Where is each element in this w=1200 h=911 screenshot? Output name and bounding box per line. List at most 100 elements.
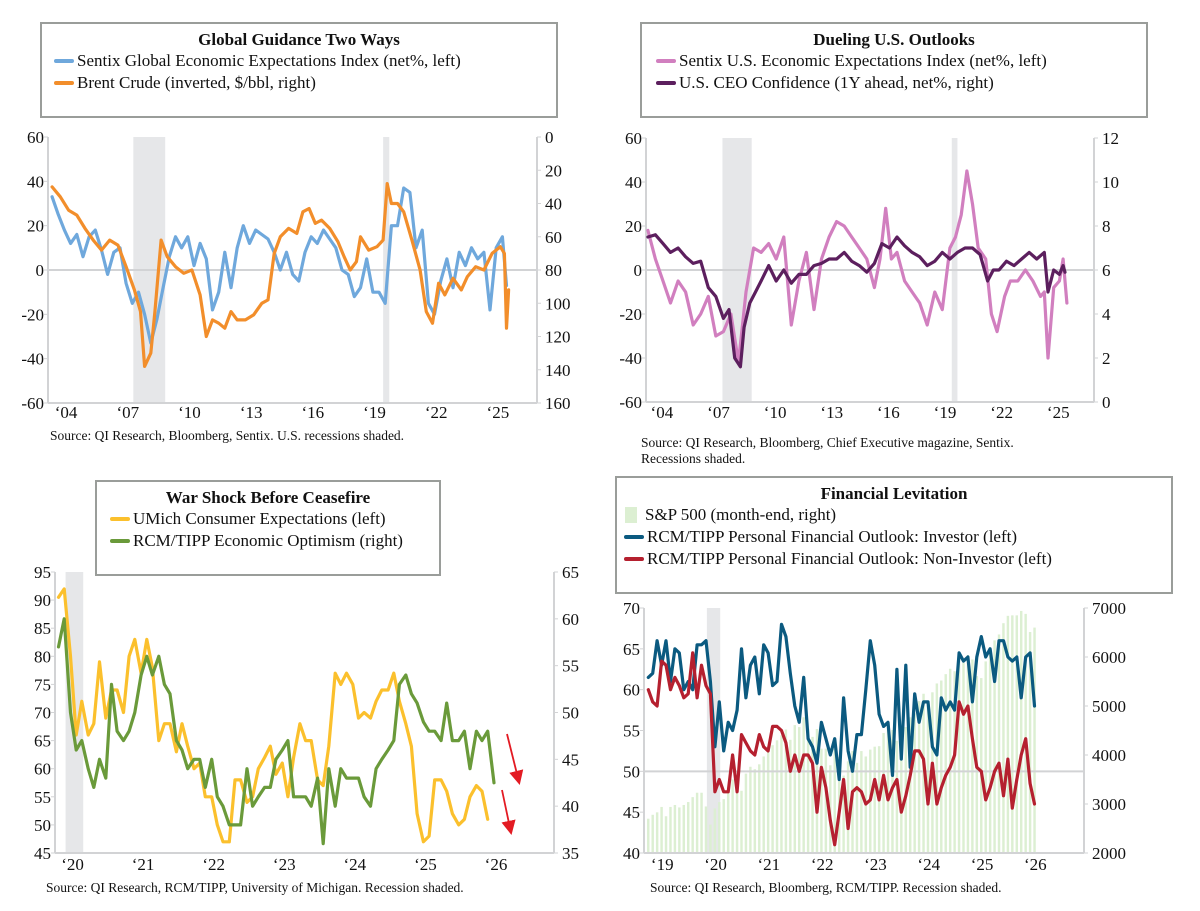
left-tick-label: 0 xyxy=(634,261,643,280)
series-line xyxy=(56,587,490,844)
legend-item: RCM/TIPP Economic Optimism (right) xyxy=(110,530,439,552)
x-tick-label: ‘10 xyxy=(178,403,201,422)
chart-p4: 70 65 60 55 50 45 40 7000 6000 5000 4000 3000 2000 ‘1… xyxy=(623,599,1126,874)
sp500-bar xyxy=(824,748,828,853)
right-tick-label: 7000 xyxy=(1092,599,1126,618)
series-line xyxy=(56,617,496,846)
source-note: Source: QI Research, RCM/TIPP, Universit… xyxy=(46,880,464,895)
sp500-bar xyxy=(993,640,996,853)
left-tick-label: 40 xyxy=(27,172,44,191)
sp500-bar xyxy=(691,797,694,853)
sp500-bar xyxy=(917,701,921,853)
x-tick-label: ‘20 xyxy=(704,855,727,874)
series-line xyxy=(646,233,1067,369)
left-tick-label: 60 xyxy=(623,681,640,700)
sp500-bar xyxy=(762,756,765,853)
left-tick-label: 60 xyxy=(625,129,642,148)
sp500-bar xyxy=(860,751,863,853)
sp500-bar xyxy=(660,806,663,853)
chart-title: War Shock Before Ceasefire xyxy=(165,488,371,507)
sp500-bar xyxy=(673,804,677,853)
sp500-bar xyxy=(780,735,783,853)
sp500-bar xyxy=(713,808,717,853)
left-tick-label: 90 xyxy=(34,591,51,610)
sp500-bar xyxy=(895,740,899,853)
chart-p3: 95 90 85 80 75 70 65 60 55 50 45 65 60 55 50 45 40 35 ‘20 ‘… xyxy=(34,563,579,874)
x-tick-label: ‘22 xyxy=(425,403,448,422)
left-tick-label: 50 xyxy=(34,816,51,835)
sp500-bar xyxy=(722,799,725,853)
sp500-bar xyxy=(735,786,739,853)
sp500-bar xyxy=(753,769,757,853)
left-tick-label: 50 xyxy=(623,762,640,781)
sp500-bar xyxy=(948,668,952,853)
sp500-bar xyxy=(1024,613,1027,853)
sp500-bar xyxy=(1006,615,1010,853)
sp500-bar xyxy=(900,745,903,853)
x-tick-label: ‘07 xyxy=(116,403,139,422)
sp500-bar xyxy=(926,704,930,853)
down-arrow-icon xyxy=(506,733,524,785)
right-tick-label: 60 xyxy=(545,228,562,247)
legend-p1: Global Guidance Two Ways Sentix Global E… xyxy=(40,22,558,118)
bar-swatch-icon xyxy=(625,507,637,523)
legend-item: RCM/TIPP Personal Financial Outlook: Inv… xyxy=(624,526,1171,548)
right-tick-label: 3000 xyxy=(1092,795,1126,814)
sp500-bar xyxy=(731,779,734,853)
right-tick-label: 10 xyxy=(1102,173,1119,192)
series-line xyxy=(646,651,1037,847)
sp500-bar xyxy=(971,659,974,853)
right-tick-label: 4000 xyxy=(1092,746,1126,765)
x-tick-label: ‘25 xyxy=(971,855,994,874)
sp500-bar xyxy=(758,764,761,853)
x-tick-label: ‘19 xyxy=(651,855,674,874)
sp500-bar xyxy=(740,790,743,853)
legend-item: S&P 500 (month-end, right) xyxy=(619,504,1171,526)
sp500-bar xyxy=(988,647,992,853)
right-tick-label: 5000 xyxy=(1092,697,1126,716)
line-swatch-icon xyxy=(54,59,74,63)
x-tick-label: ‘22 xyxy=(990,403,1013,422)
legend-p4: Financial Levitation S&P 500 (month-end,… xyxy=(615,476,1173,594)
sp500-bar xyxy=(678,807,681,853)
left-tick-label: -60 xyxy=(619,393,642,412)
right-tick-label: 35 xyxy=(562,844,579,863)
left-tick-label: -60 xyxy=(21,394,44,413)
right-tick-label: 6000 xyxy=(1092,648,1126,667)
x-tick-label: ‘24 xyxy=(917,855,940,874)
left-tick-label: -40 xyxy=(21,350,44,369)
right-tick-label: 12 xyxy=(1102,129,1119,148)
sp500-bar xyxy=(980,678,983,853)
x-tick-label: ‘25 xyxy=(1047,403,1070,422)
sp500-bar xyxy=(962,662,965,853)
legend-label: Sentix Global Economic Expectations Inde… xyxy=(77,51,461,70)
left-tick-label: 45 xyxy=(34,844,51,863)
sp500-bar xyxy=(695,792,699,853)
line-swatch-icon xyxy=(656,81,676,85)
sp500-bar xyxy=(647,818,650,853)
right-tick-label: 55 xyxy=(562,657,579,676)
source-note: Source: QI Research, Bloomberg, Sentix. … xyxy=(50,428,405,443)
left-tick-label: 80 xyxy=(34,647,51,666)
line-swatch-icon xyxy=(54,81,74,85)
x-tick-label: ‘13 xyxy=(820,403,843,422)
left-tick-label: 75 xyxy=(34,675,51,694)
sp500-bar xyxy=(775,740,779,853)
x-tick-label: ‘10 xyxy=(764,403,787,422)
legend-label: RCM/TIPP Personal Financial Outlook: Non… xyxy=(647,549,1052,568)
left-tick-label: -40 xyxy=(619,349,642,368)
sp500-bar xyxy=(815,729,819,853)
sp500-bar xyxy=(855,762,859,853)
x-tick-label: ‘22 xyxy=(811,855,834,874)
sp500-bar xyxy=(766,746,770,853)
line-swatch-icon xyxy=(624,535,644,539)
left-tick-label: 65 xyxy=(34,732,51,751)
right-tick-label: 80 xyxy=(545,261,562,280)
sp500-bar xyxy=(806,729,810,853)
x-tick-label: ‘16 xyxy=(302,403,325,422)
sp500-bar xyxy=(913,713,916,853)
sp500-bar xyxy=(935,683,939,853)
legend-label: UMich Consumer Expectations (left) xyxy=(133,509,386,528)
